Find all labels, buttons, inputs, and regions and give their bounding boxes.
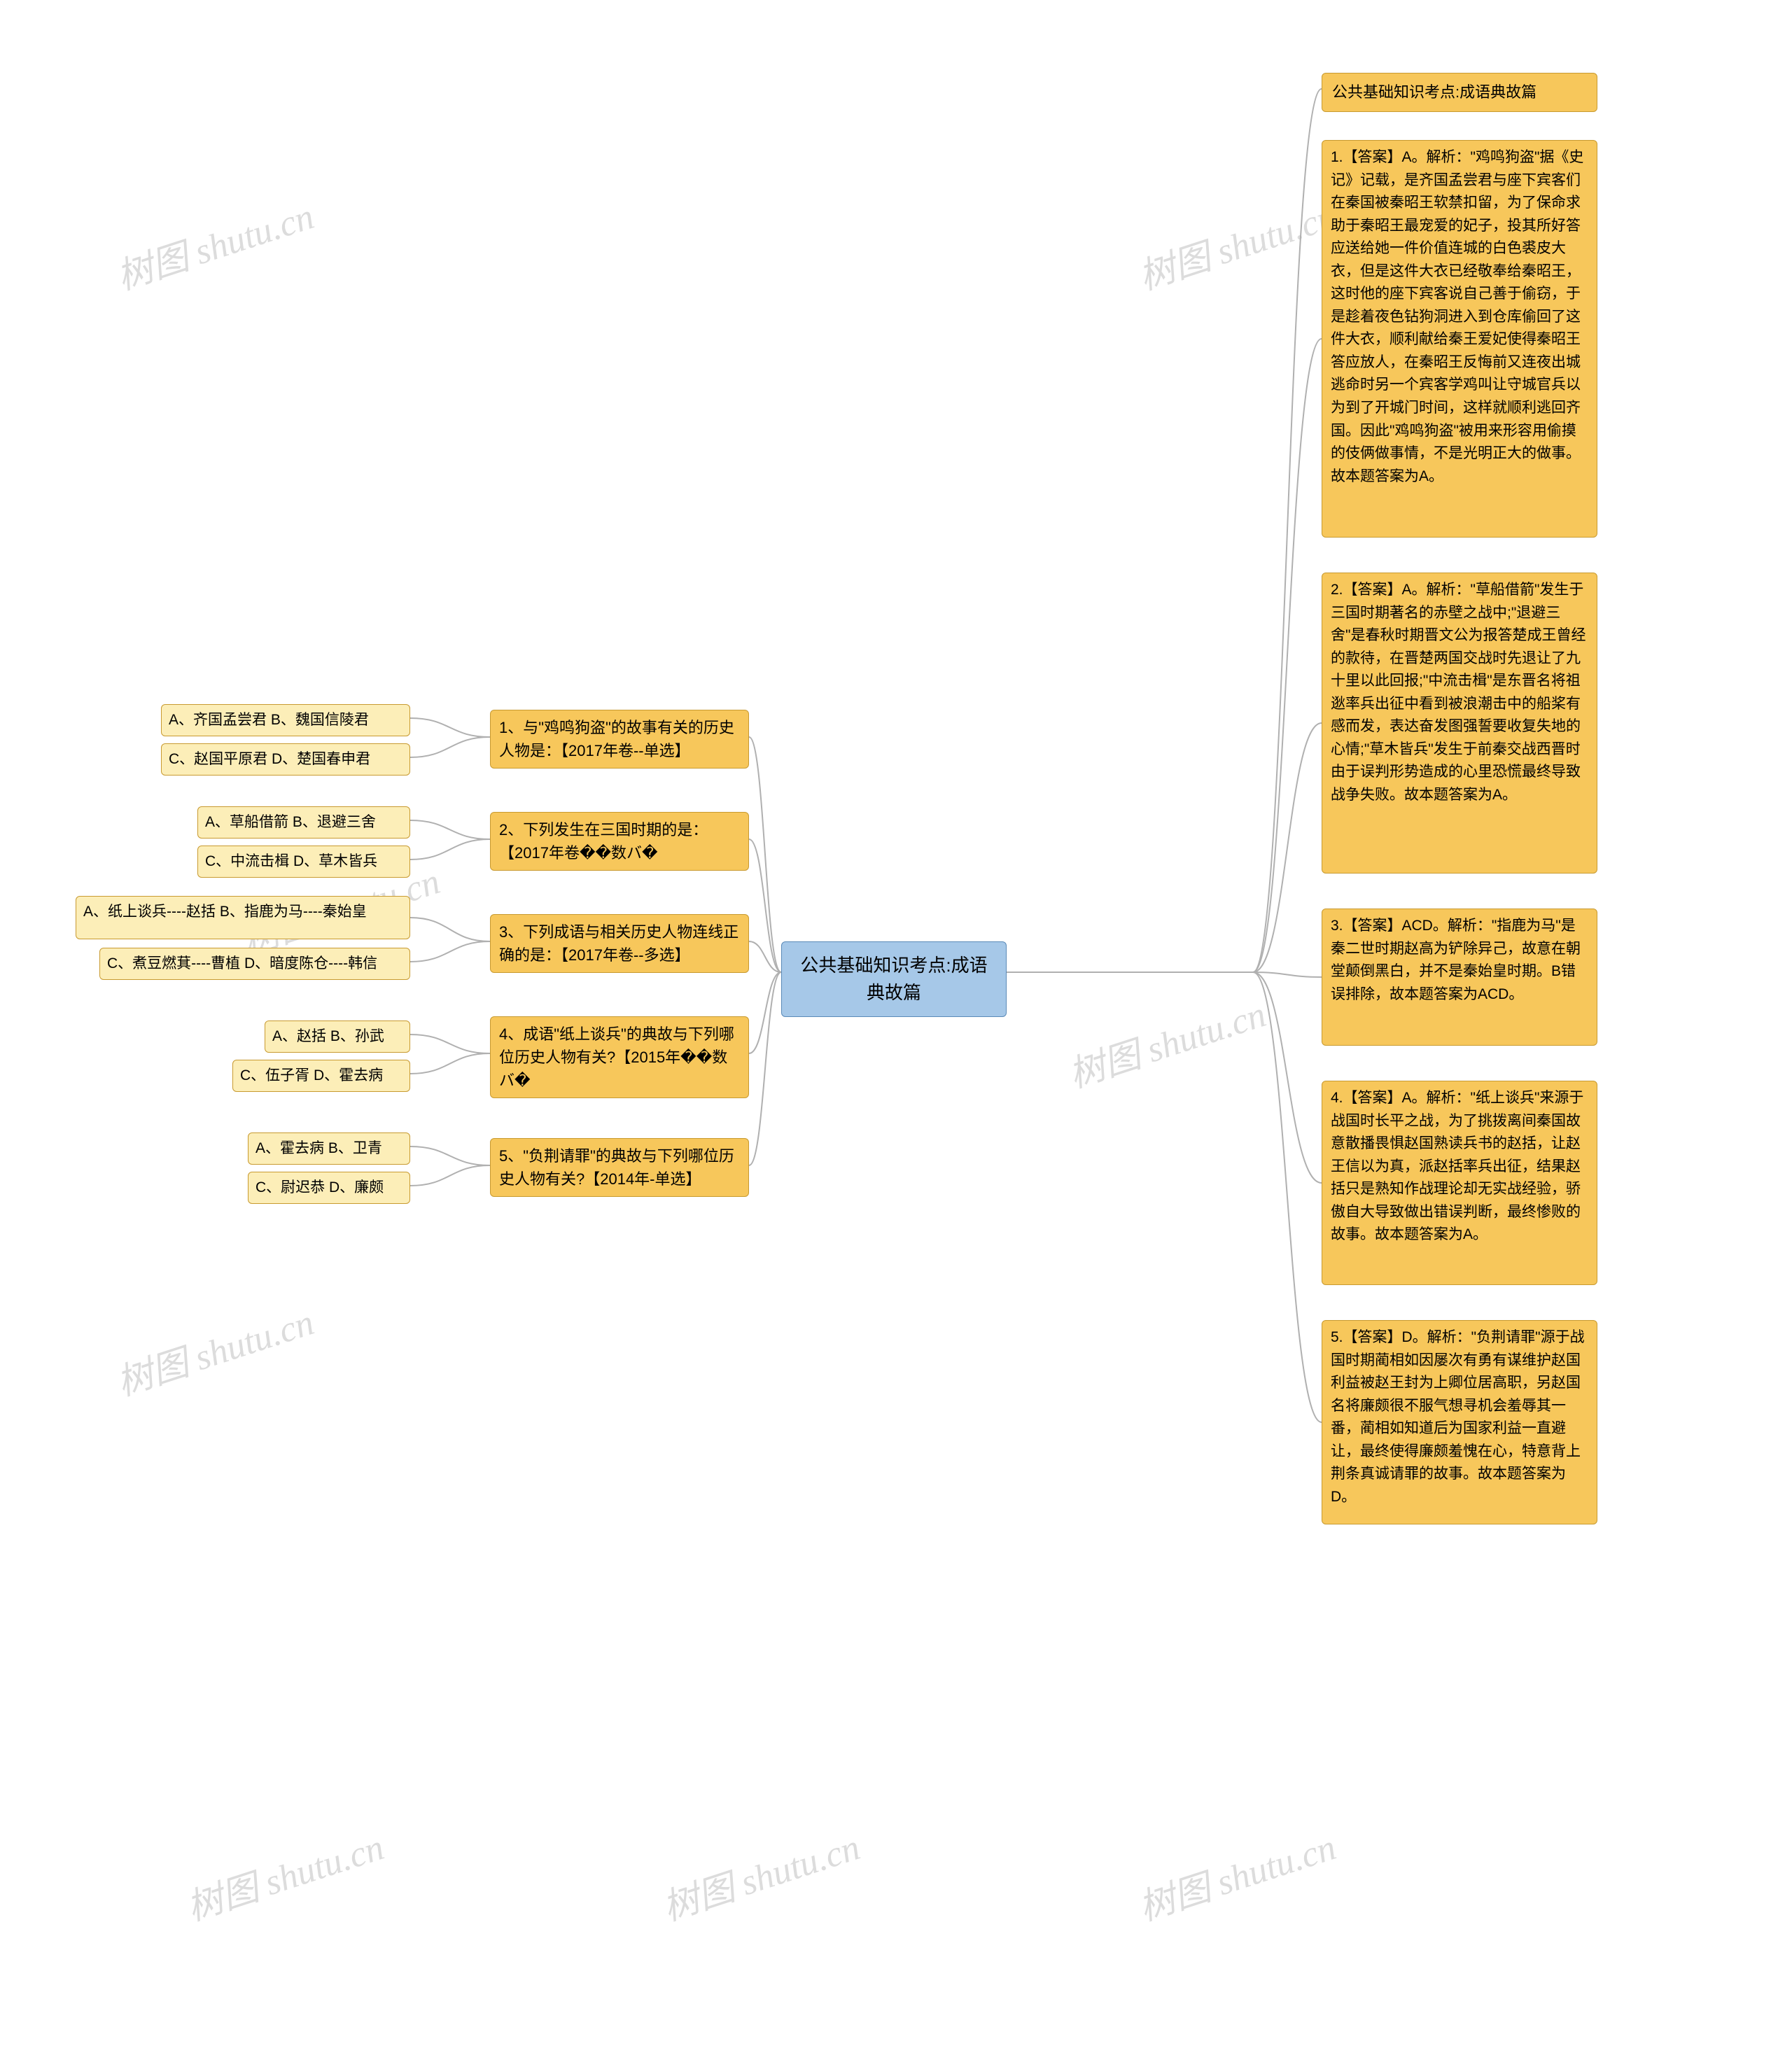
root-node: 公共基础知识考点:成语典故篇 xyxy=(781,941,1007,1017)
question-4-option-2: C、伍子胥 D、霍去病 xyxy=(232,1060,410,1092)
question-2: 2、下列发生在三国时期的是：【2017年卷��数バ� xyxy=(490,812,749,871)
right-title: 公共基础知识考点:成语典故篇 xyxy=(1322,73,1597,112)
watermark: 树图 shutu.cn xyxy=(655,1818,866,1930)
question-3: 3、下列成语与相关历史人物连线正确的是：【2017年卷--多选】 xyxy=(490,914,749,973)
question-1-option-2: C、赵国平原君 D、楚国春申君 xyxy=(161,743,410,776)
question-1: 1、与"鸡鸣狗盗"的故事有关的历史人物是：【2017年卷--单选】 xyxy=(490,710,749,769)
mindmap-canvas: 树图 shutu.cn 树图 shutu.cn 树图 shutu.cn 树图 shut… xyxy=(0,0,1792,2062)
answer-2: 2.【答案】A。解析："草船借箭"发生于三国时期著名的赤壁之战中;"退避三舍"是… xyxy=(1322,573,1597,874)
answer-4: 4.【答案】A。解析："纸上谈兵"来源于战国时长平之战，为了挑拨离间秦国故意散播… xyxy=(1322,1081,1597,1285)
question-5-option-2: C、尉迟恭 D、廉颇 xyxy=(248,1172,410,1204)
answer-1: 1.【答案】A。解析："鸡鸣狗盗"据《史记》记载，是齐国孟尝君与座下宾客们在秦国… xyxy=(1322,140,1597,538)
question-3-option-2: C、煮豆燃萁----曹植 D、暗度陈仓----韩信 xyxy=(99,948,410,980)
watermark: 树图 shutu.cn xyxy=(1131,1818,1342,1930)
answer-5: 5.【答案】D。解析："负荆请罪"源于战国时期蔺相如因屡次有勇有谋维护赵国利益被… xyxy=(1322,1320,1597,1524)
watermark: 树图 shutu.cn xyxy=(1061,985,1272,1097)
answer-3: 3.【答案】ACD。解析："指鹿为马"是秦二世时期赵高为铲除异己，故意在朝堂颠倒… xyxy=(1322,909,1597,1046)
question-4: 4、成语"纸上谈兵"的典故与下列哪位历史人物有关?【2015年��数バ� xyxy=(490,1016,749,1098)
watermark: 树图 shutu.cn xyxy=(179,1818,390,1930)
question-2-option-2: C、中流击楫 D、草木皆兵 xyxy=(197,846,410,878)
watermark: 树图 shutu.cn xyxy=(109,1293,320,1405)
question-5-option-1: A、霍去病 B、卫青 xyxy=(248,1132,410,1165)
question-5: 5、"负荆请罪"的典故与下列哪位历史人物有关?【2014年-单选】 xyxy=(490,1138,749,1197)
question-3-option-1: A、纸上谈兵----赵括 B、指鹿为马----秦始皇 xyxy=(76,896,410,939)
watermark: 树图 shutu.cn xyxy=(109,187,320,300)
question-2-option-1: A、草船借箭 B、退避三舍 xyxy=(197,806,410,839)
question-1-option-1: A、齐国孟尝君 B、魏国信陵君 xyxy=(161,704,410,736)
question-4-option-1: A、赵括 B、孙武 xyxy=(265,1021,410,1053)
watermark: 树图 shutu.cn xyxy=(1131,187,1342,300)
